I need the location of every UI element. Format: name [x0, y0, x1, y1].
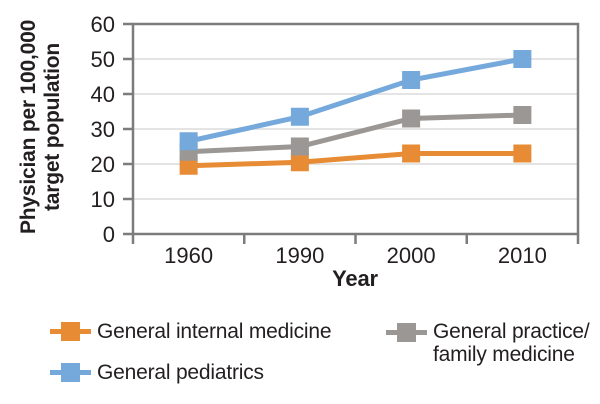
y-tick-label: 40	[91, 82, 115, 107]
y-tick-labels: 0 10 20 30 40 50 60	[91, 12, 115, 247]
y-tick-label: 50	[91, 47, 115, 72]
y-axis-ticks	[123, 22, 133, 236]
series-line	[188, 56, 523, 144]
data-point-marker	[513, 106, 532, 124]
legend-label: General internal medicine	[97, 320, 332, 343]
legend-item-general-internal-medicine: General internal medicine	[50, 320, 331, 343]
x-axis-title: Year	[332, 266, 378, 291]
data-point-marker	[513, 50, 532, 68]
y-gridlines	[133, 58, 578, 200]
y-tick-label: 30	[91, 117, 115, 142]
data-point-marker	[290, 153, 309, 172]
legend-marker-gray-icon	[386, 322, 427, 343]
series-line	[188, 112, 523, 155]
legend-marker-orange-icon	[50, 321, 91, 342]
legend-item-general-pediatrics: General pediatrics	[50, 361, 264, 384]
series-general-practice-family-medicine	[179, 106, 532, 161]
data-point-marker	[402, 109, 421, 128]
x-tick-label: 1960	[164, 243, 213, 268]
y-tick-label: 20	[91, 152, 115, 177]
x-tick-label: 1990	[275, 243, 324, 268]
x-tick-labels: 1960 1990 2000 2010	[164, 243, 547, 268]
x-tick-label: 2000	[387, 243, 436, 268]
data-point-marker	[402, 71, 421, 89]
data-point-marker	[179, 132, 198, 151]
x-tick-label: 2010	[498, 243, 547, 268]
chart-plot-area: 0 10 20 30 40 50 60 1960 1990 2000 2010	[91, 12, 580, 268]
data-point-marker	[290, 107, 309, 126]
series-general-internal-medicine	[179, 144, 532, 175]
y-tick-label: 10	[91, 187, 115, 212]
series-line	[188, 151, 523, 169]
legend-label: General practice/ family medicine	[433, 320, 590, 366]
data-point-marker	[290, 137, 309, 156]
y-tick-label: 60	[91, 12, 115, 37]
x-axis-ticks	[131, 234, 580, 244]
data-point-marker	[402, 144, 421, 163]
legend-marker-blue-icon	[50, 362, 91, 383]
data-point-marker	[513, 144, 532, 163]
series-general-pediatrics	[179, 50, 532, 151]
y-tick-label: 0	[103, 222, 115, 247]
data-point-marker	[179, 156, 198, 175]
legend-item-general-practice-family-medicine: General practice/ family medicine	[386, 320, 590, 366]
legend-label: General pediatrics	[97, 361, 264, 384]
